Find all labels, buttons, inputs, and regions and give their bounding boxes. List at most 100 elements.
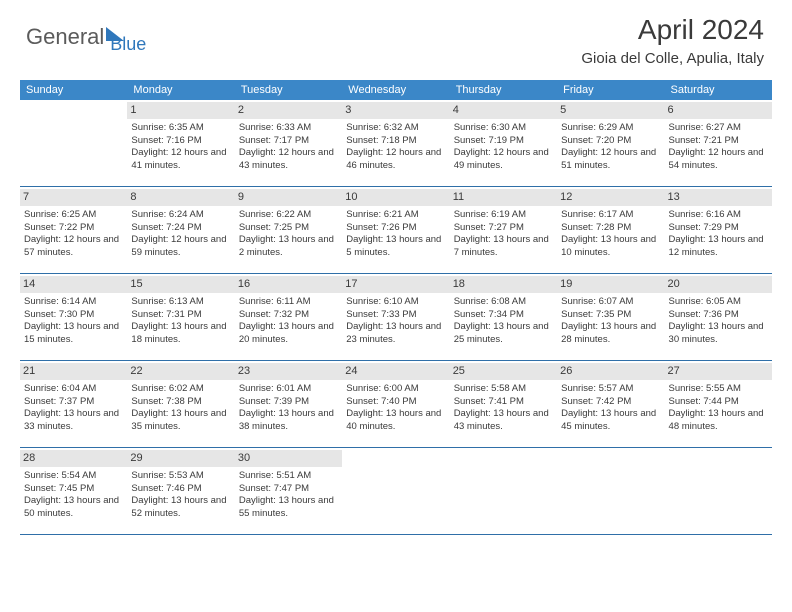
day-number: 12 — [557, 189, 664, 206]
day-cell: 22Sunrise: 6:02 AMSunset: 7:38 PMDayligh… — [127, 361, 234, 447]
day-info-line: Sunrise: 6:32 AM — [346, 122, 445, 135]
day-cell: 14Sunrise: 6:14 AMSunset: 7:30 PMDayligh… — [20, 274, 127, 360]
header-right: April 2024 Gioia del Colle, Apulia, Ital… — [581, 14, 764, 67]
day-number: 21 — [20, 363, 127, 380]
logo-text-general: General — [26, 24, 104, 50]
day-number: 18 — [450, 276, 557, 293]
day-info-line: Sunset: 7:20 PM — [561, 135, 660, 148]
day-number: 9 — [235, 189, 342, 206]
day-info-line: Daylight: 13 hours and 23 minutes. — [346, 321, 445, 347]
day-info-line: Sunset: 7:47 PM — [239, 483, 338, 496]
day-cell: 21Sunrise: 6:04 AMSunset: 7:37 PMDayligh… — [20, 361, 127, 447]
day-info-line: Daylight: 13 hours and 18 minutes. — [131, 321, 230, 347]
day-info-line: Sunset: 7:21 PM — [669, 135, 768, 148]
day-info-line: Sunset: 7:36 PM — [669, 309, 768, 322]
day-cell — [342, 448, 449, 534]
day-cell: 6Sunrise: 6:27 AMSunset: 7:21 PMDaylight… — [665, 100, 772, 186]
weekday-header: Saturday — [665, 80, 772, 100]
logo: General Blue — [26, 18, 146, 55]
day-number — [20, 102, 127, 119]
day-info-line: Sunrise: 5:58 AM — [454, 383, 553, 396]
day-info-line: Daylight: 13 hours and 50 minutes. — [24, 495, 123, 521]
weeks-container: 1Sunrise: 6:35 AMSunset: 7:16 PMDaylight… — [20, 100, 772, 535]
day-number: 2 — [235, 102, 342, 119]
weekday-header-row: SundayMondayTuesdayWednesdayThursdayFrid… — [20, 80, 772, 100]
day-cell: 28Sunrise: 5:54 AMSunset: 7:45 PMDayligh… — [20, 448, 127, 534]
day-number: 5 — [557, 102, 664, 119]
day-info-line: Sunset: 7:30 PM — [24, 309, 123, 322]
day-info-line: Sunset: 7:27 PM — [454, 222, 553, 235]
day-info-line: Sunset: 7:31 PM — [131, 309, 230, 322]
day-info-line: Sunrise: 6:25 AM — [24, 209, 123, 222]
day-info-line: Sunrise: 6:27 AM — [669, 122, 768, 135]
day-cell: 1Sunrise: 6:35 AMSunset: 7:16 PMDaylight… — [127, 100, 234, 186]
day-info-line: Sunrise: 5:53 AM — [131, 470, 230, 483]
day-cell: 16Sunrise: 6:11 AMSunset: 7:32 PMDayligh… — [235, 274, 342, 360]
day-cell: 12Sunrise: 6:17 AMSunset: 7:28 PMDayligh… — [557, 187, 664, 273]
day-cell: 30 Sunrise: 5:51 AMSunset: 7:47 PMDayligh… — [235, 448, 342, 534]
day-info-line: Daylight: 12 hours and 51 minutes. — [561, 147, 660, 173]
day-cell: 18Sunrise: 6:08 AMSunset: 7:34 PMDayligh… — [450, 274, 557, 360]
day-info-line: Daylight: 13 hours and 28 minutes. — [561, 321, 660, 347]
day-info-line: Sunrise: 6:33 AM — [239, 122, 338, 135]
logo-triangle-icon — [106, 27, 124, 41]
day-number: 14 — [20, 276, 127, 293]
day-info-line: Sunrise: 6:10 AM — [346, 296, 445, 309]
day-info-line: Daylight: 12 hours and 59 minutes. — [131, 234, 230, 260]
day-cell: 29Sunrise: 5:53 AMSunset: 7:46 PMDayligh… — [127, 448, 234, 534]
day-number: 17 — [342, 276, 449, 293]
day-cell: 7Sunrise: 6:25 AMSunset: 7:22 PMDaylight… — [20, 187, 127, 273]
day-number — [342, 450, 449, 467]
day-info-line: Daylight: 13 hours and 30 minutes. — [669, 321, 768, 347]
day-cell: 15 Sunrise: 6:13 AMSunset: 7:31 PMDayligh… — [127, 274, 234, 360]
day-info-line: Sunset: 7:40 PM — [346, 396, 445, 409]
day-info-line: Sunset: 7:35 PM — [561, 309, 660, 322]
day-info-line: Sunset: 7:16 PM — [131, 135, 230, 148]
weekday-header: Thursday — [450, 80, 557, 100]
week-row: 7 Sunrise: 6:25 AMSunset: 7:22 PM Daylight… — [20, 187, 772, 274]
day-number: 7 — [20, 189, 127, 206]
day-number: 8 — [127, 189, 234, 206]
week-row: 14Sunrise: 6:14 AMSunset: 7:30 PMDayligh… — [20, 274, 772, 361]
day-number: 26 — [557, 363, 664, 380]
day-number: 10 — [342, 189, 449, 206]
day-cell: 19Sunrise: 6:07 AMSunset: 7:35 PMDayligh… — [557, 274, 664, 360]
day-info-line: Sunset: 7:28 PM — [561, 222, 660, 235]
day-info-line: Sunset: 7:42 PM — [561, 396, 660, 409]
day-info-line: Daylight: 13 hours and 10 minutes. — [561, 234, 660, 260]
day-info-line: Sunrise: 5:54 AM — [24, 470, 123, 483]
day-info-line: Daylight: 12 hours and 43 minutes. — [239, 147, 338, 173]
day-info-line: Sunset: 7:19 PM — [454, 135, 553, 148]
day-number: 28 — [20, 450, 127, 467]
day-number: 25 — [450, 363, 557, 380]
day-cell: 27Sunrise: 5:55 AMSunset: 7:44 PMDayligh… — [665, 361, 772, 447]
day-info-line: Sunrise: 5:55 AM — [669, 383, 768, 396]
day-info-line: Sunrise: 5:57 AM — [561, 383, 660, 396]
day-info-line: Sunrise: 6:16 AM — [669, 209, 768, 222]
day-info-line: Daylight: 13 hours and 52 minutes. — [131, 495, 230, 521]
day-info-line: Sunrise: 5:51 AM — [239, 470, 338, 483]
day-info-line: Sunset: 7:39 PM — [239, 396, 338, 409]
day-cell: 24Sunrise: 6:00 AMSunset: 7:40 PMDayligh… — [342, 361, 449, 447]
day-info-line: Daylight: 12 hours and 46 minutes. — [346, 147, 445, 173]
day-info-line: Daylight: 13 hours and 43 minutes. — [454, 408, 553, 434]
day-info-line: Sunset: 7:22 PM — [24, 222, 123, 235]
day-info-line: Sunset: 7:26 PM — [346, 222, 445, 235]
week-row: 28Sunrise: 5:54 AMSunset: 7:45 PMDayligh… — [20, 448, 772, 535]
day-info-line: Sunrise: 6:04 AM — [24, 383, 123, 396]
day-info-line: Daylight: 13 hours and 33 minutes. — [24, 408, 123, 434]
day-number: 20 — [665, 276, 772, 293]
day-info-line: Sunset: 7:41 PM — [454, 396, 553, 409]
day-info-line: Sunrise: 6:11 AM — [239, 296, 338, 309]
day-cell — [557, 448, 664, 534]
day-info-line: Daylight: 13 hours and 55 minutes. — [239, 495, 338, 521]
day-info-line: Sunrise: 6:13 AM — [131, 296, 230, 309]
day-number: 11 — [450, 189, 557, 206]
day-info-line: Daylight: 13 hours and 35 minutes. — [131, 408, 230, 434]
day-info-line: Sunrise: 6:29 AM — [561, 122, 660, 135]
day-info-line: Sunrise: 6:19 AM — [454, 209, 553, 222]
day-info-line: Sunset: 7:32 PM — [239, 309, 338, 322]
month-title: April 2024 — [581, 14, 764, 46]
day-number: 30 — [235, 450, 342, 467]
day-number: 15 — [127, 276, 234, 293]
